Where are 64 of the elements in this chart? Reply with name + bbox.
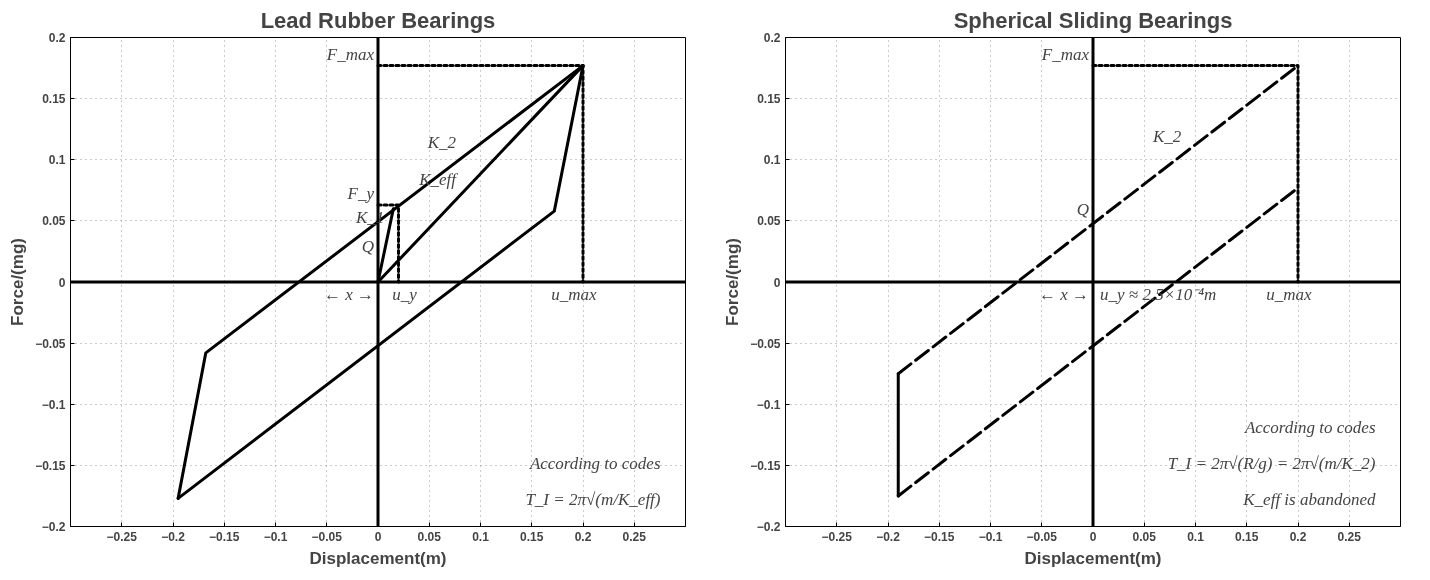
y-axis-title: Force/(mg) <box>723 238 743 326</box>
annotation: u_max <box>1266 285 1312 304</box>
annotation: According to codes <box>1243 417 1376 437</box>
x-tick-label: 0.25 <box>1337 529 1362 544</box>
y-tick-label: −0.2 <box>756 520 781 534</box>
x-tick-label: −0.2 <box>161 529 186 544</box>
x-tick-label: 0.05 <box>417 529 442 544</box>
y-tick-label: −0.15 <box>750 458 781 473</box>
annotation: u_y <box>392 285 418 304</box>
y-tick-label: 0.2 <box>48 31 66 45</box>
annotation: ← x → <box>1038 285 1089 304</box>
x-tick-label: 0.15 <box>1235 529 1259 544</box>
annotation: T_I = 2π√(R/g) = 2π√(m/K_2) <box>1167 453 1376 473</box>
chart-title: Spherical Sliding Bearings <box>953 7 1233 33</box>
y-tick-label: −0.1 <box>756 397 781 412</box>
x-tick-label: 0.2 <box>1289 529 1307 544</box>
y-tick-label: −0.2 <box>41 520 66 534</box>
annotation: K_2 <box>1151 127 1182 147</box>
chart-title: Lead Rubber Bearings <box>260 7 496 33</box>
x-tick-label: −0.1 <box>263 529 288 544</box>
x-tick-label: −0.05 <box>311 529 343 544</box>
x-tick-label: −0.15 <box>209 529 240 544</box>
y-tick-label: 0 <box>58 275 66 290</box>
annotation: K_2 <box>426 132 457 152</box>
y-tick-label: 0 <box>773 275 781 290</box>
y-tick-label: 0.1 <box>48 153 66 168</box>
annotation: F_max <box>325 44 375 64</box>
x-tick-label: 0.05 <box>1132 529 1157 544</box>
y-tick-label: 0.15 <box>42 92 66 107</box>
y-axis-title: Force/(mg) <box>8 238 28 326</box>
y-tick-label: −0.05 <box>750 336 781 351</box>
annotation: ← x → <box>323 285 374 304</box>
x-tick-label: 0.1 <box>1187 529 1205 544</box>
annotation: T_I = 2π√(m/K_eff) <box>525 489 661 509</box>
annotation: Q <box>361 236 374 256</box>
y-tick-label: −0.15 <box>35 458 66 473</box>
y-tick-label: 0.1 <box>763 153 781 168</box>
x-tick-label: −0.15 <box>924 529 955 544</box>
x-tick-label: 0 <box>1089 529 1097 544</box>
x-tick-label: −0.1 <box>978 529 1003 544</box>
annotation: u_y ≈ 2.5×10⁻⁴m <box>1100 285 1217 304</box>
x-tick-label: −0.2 <box>876 529 901 544</box>
y-tick-label: 0.2 <box>763 31 781 45</box>
x-axis-title: Displacement(m) <box>1024 548 1162 568</box>
annotation: Q <box>1076 199 1089 219</box>
y-tick-label: 0.15 <box>757 92 781 107</box>
x-tick-label: 0.2 <box>574 529 592 544</box>
x-tick-label: 0.25 <box>622 529 647 544</box>
x-tick-label: −0.05 <box>1026 529 1058 544</box>
x-tick-label: −0.25 <box>106 529 138 544</box>
annotation: F_y <box>346 183 375 203</box>
annotation: u_max <box>551 285 597 304</box>
y-tick-label: −0.05 <box>35 336 66 351</box>
y-tick-label: 0.05 <box>757 214 781 229</box>
annotation: K_eff is abandoned <box>1242 489 1376 509</box>
x-tick-label: −0.25 <box>821 529 853 544</box>
y-tick-label: −0.1 <box>41 397 66 412</box>
annotation: F_max <box>1040 44 1090 64</box>
x-axis-title: Displacement(m) <box>309 548 447 568</box>
x-tick-label: 0.1 <box>472 529 490 544</box>
x-tick-label: 0.15 <box>520 529 544 544</box>
y-tick-label: 0.05 <box>42 214 66 229</box>
annotation: According to codes <box>528 453 661 473</box>
x-tick-label: 0 <box>374 529 382 544</box>
